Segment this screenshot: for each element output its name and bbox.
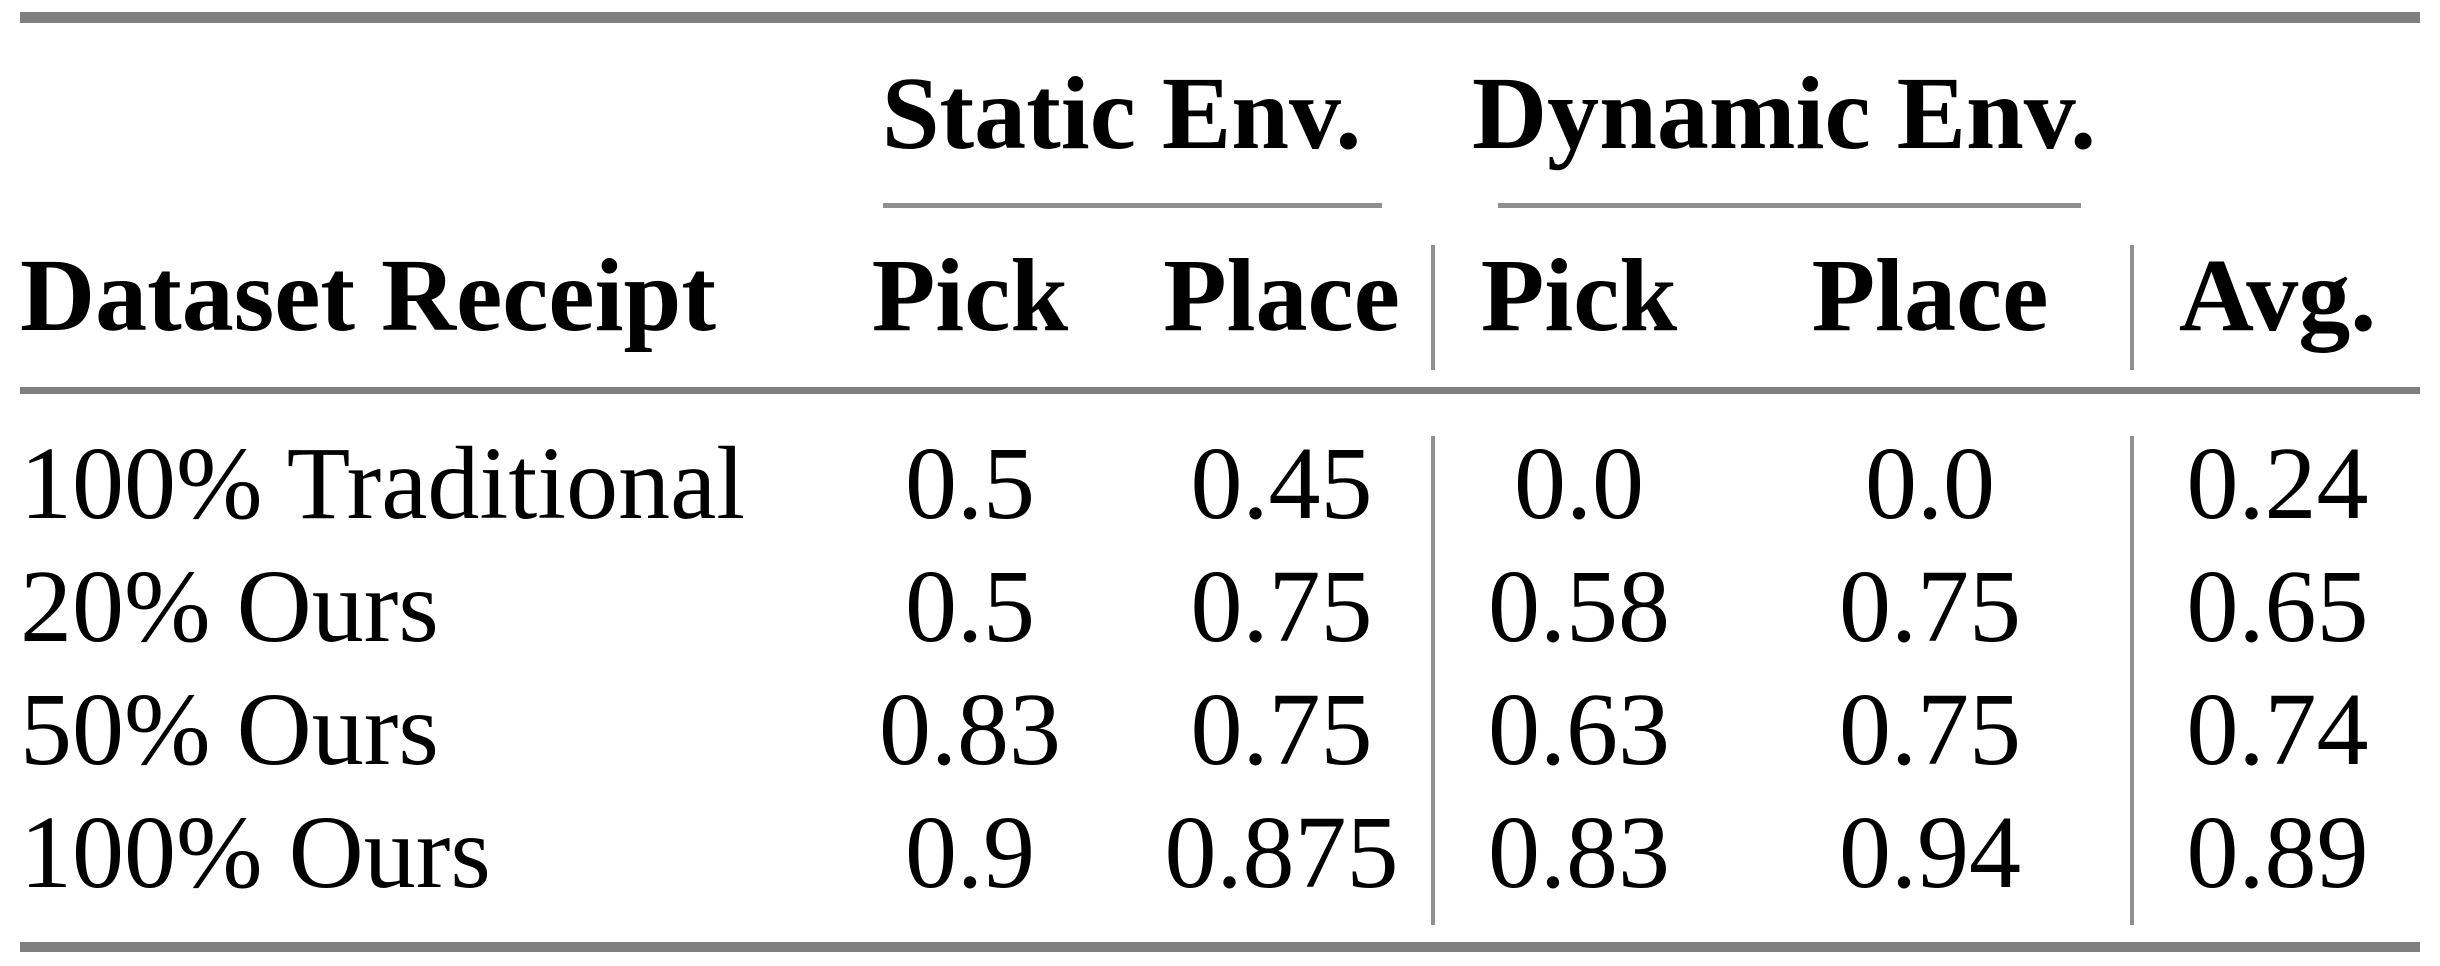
- spacer-cell: [20, 387, 2420, 422]
- mid-rule: [20, 387, 2420, 394]
- table-row: 100% Ours 0.9 0.875 0.83 0.94 0.89: [20, 791, 2420, 914]
- cmidrule-dynamic-env: [1498, 203, 2081, 208]
- cmidrule-static-env: [883, 203, 1382, 208]
- table-row: 100% Traditional 0.5 0.45 0.0 0.0 0.24: [20, 422, 2420, 545]
- value-cell: 0.45: [1190, 425, 1373, 541]
- vertical-rule-1-header: [1431, 245, 1435, 370]
- value-cell: 0.5: [905, 548, 1035, 664]
- col-header-avg: Avg.: [2178, 237, 2377, 353]
- value-cell: 0.0: [1865, 425, 1996, 541]
- empty-cell: [2135, 24, 2420, 204]
- bottom-rule: [20, 942, 2420, 952]
- column-header-row: Dataset Receipt Pick Place Pick Place Av…: [20, 204, 2420, 387]
- empty-cell: [20, 24, 810, 204]
- value-cell: 0.5: [905, 425, 1035, 541]
- vertical-rule-1-body: [1431, 436, 1435, 925]
- group-header-static-env: Static Env.: [881, 56, 1362, 171]
- results-table: Static Env. Dynamic Env. Dataset Receipt…: [20, 24, 2420, 914]
- value-cell: 0.89: [2186, 794, 2369, 910]
- spacer-row: [20, 387, 2420, 422]
- vertical-rule-2-header: [2130, 245, 2134, 370]
- col-header-static-place: Place: [1163, 237, 1400, 353]
- value-cell: 0.75: [1190, 671, 1373, 787]
- value-cell: 0.74: [2186, 671, 2369, 787]
- col-header-dynamic-place: Place: [1811, 237, 2049, 353]
- table-row: 20% Ours 0.5 0.75 0.58 0.75 0.65: [20, 545, 2420, 668]
- vertical-rule-2-body: [2130, 436, 2134, 925]
- value-cell: 0.58: [1488, 548, 1671, 664]
- row-label-cell: 100% Ours: [20, 794, 491, 910]
- value-cell: 0.83: [879, 671, 1061, 787]
- value-cell: 0.83: [1488, 794, 1671, 910]
- value-cell: 0.0: [1514, 425, 1645, 541]
- row-label-cell: 20% Ours: [20, 548, 439, 664]
- value-cell: 0.75: [1839, 671, 2022, 787]
- col-header-dynamic-pick: Pick: [1480, 237, 1678, 353]
- group-header-row: Static Env. Dynamic Env.: [20, 24, 2420, 204]
- value-cell: 0.875: [1164, 794, 1399, 910]
- value-cell: 0.75: [1839, 548, 2022, 664]
- value-cell: 0.65: [2186, 548, 2369, 664]
- value-cell: 0.24: [2186, 425, 2369, 541]
- value-cell: 0.9: [905, 794, 1035, 910]
- row-label-cell: 100% Traditional: [20, 425, 746, 541]
- col-header-dataset-receipt: Dataset Receipt: [20, 237, 716, 353]
- value-cell: 0.75: [1190, 548, 1373, 664]
- col-header-static-pick: Pick: [871, 237, 1069, 353]
- row-label-cell: 50% Ours: [20, 671, 439, 787]
- value-cell: 0.63: [1488, 671, 1671, 787]
- table-row: 50% Ours 0.83 0.75 0.63 0.75 0.74: [20, 668, 2420, 791]
- group-header-dynamic-env: Dynamic Env.: [1471, 56, 2097, 171]
- top-rule: [20, 12, 2420, 23]
- value-cell: 0.94: [1839, 794, 2022, 910]
